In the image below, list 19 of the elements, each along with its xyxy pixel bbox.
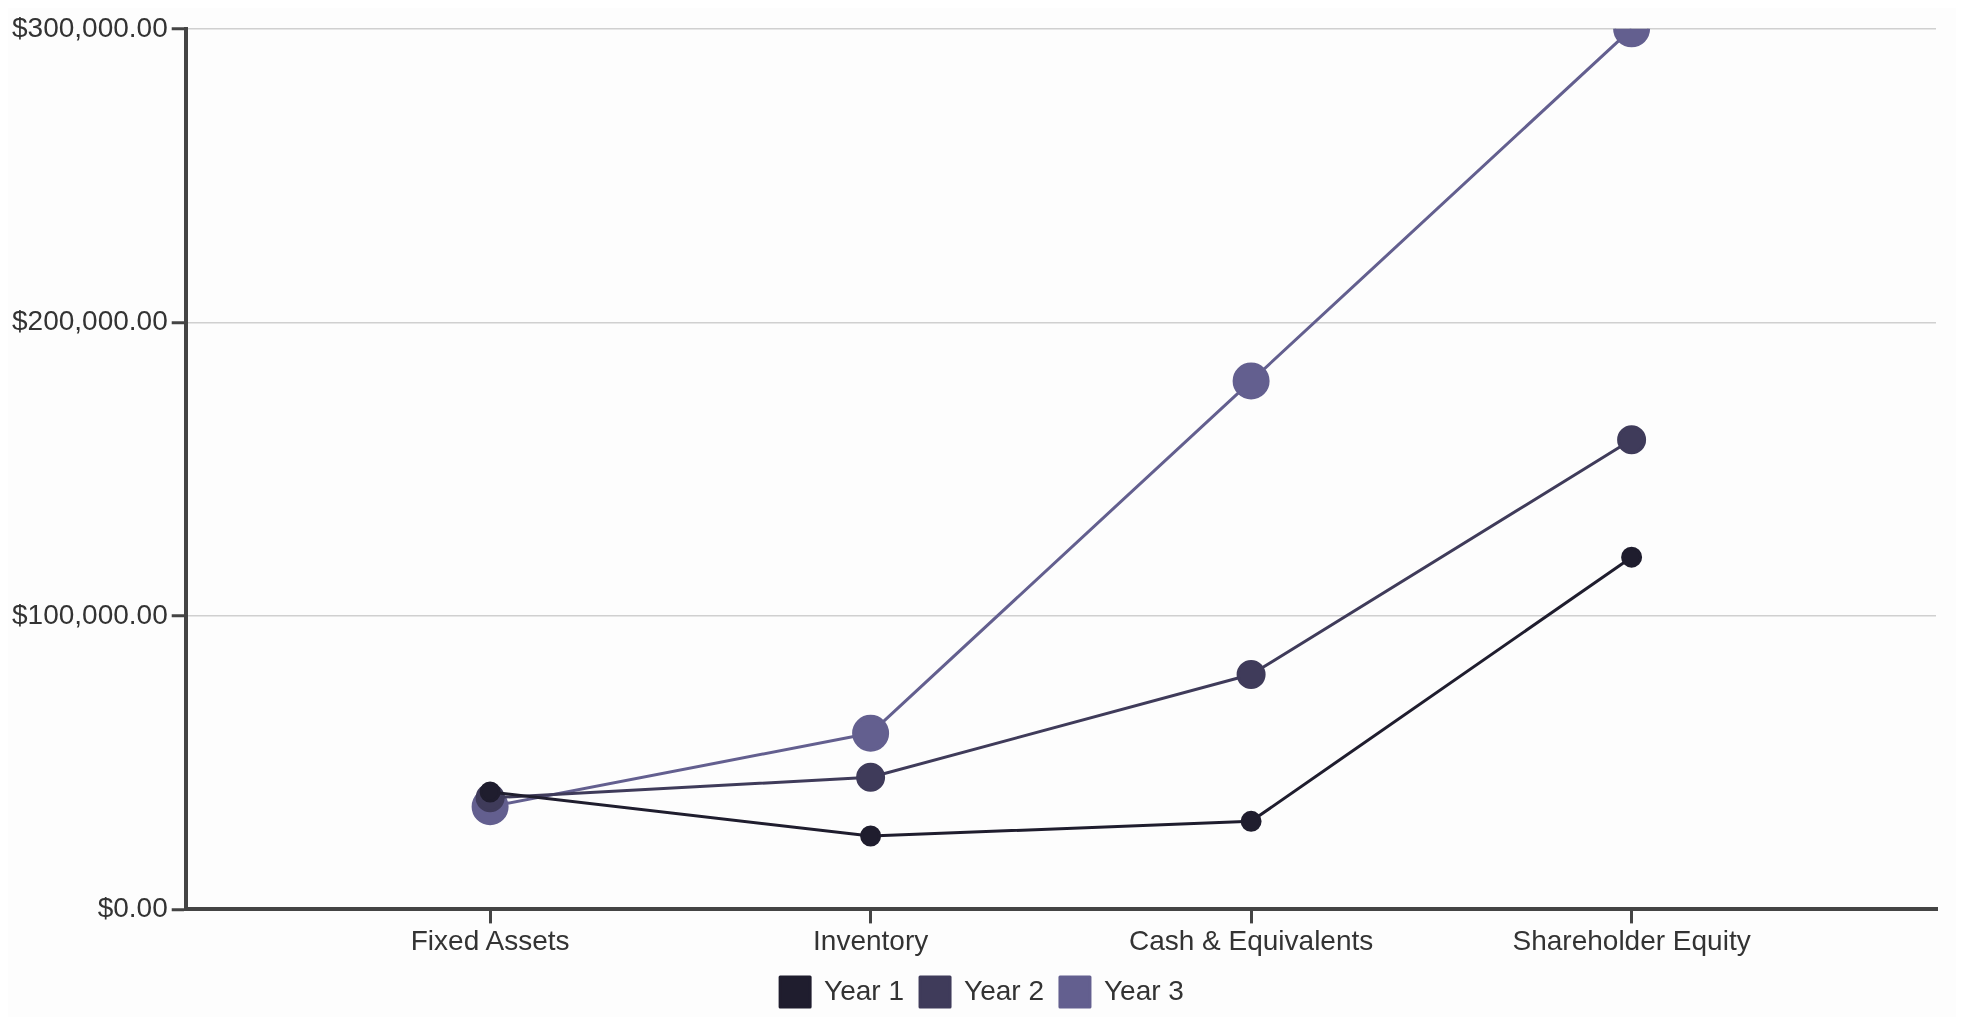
- x-tick-label: Inventory: [813, 924, 929, 956]
- x-tick-label: Fixed Assets: [410, 924, 570, 956]
- y-tick-label: $0.00: [97, 892, 168, 924]
- y-tick-label: $300,000.00: [11, 11, 168, 43]
- point: [856, 762, 886, 792]
- legend-label: Year 3: [1103, 974, 1184, 1006]
- point: [1236, 660, 1266, 690]
- legend-label: Year 1: [824, 974, 905, 1006]
- point: [1621, 546, 1643, 568]
- point: [1240, 810, 1262, 832]
- point: [1617, 425, 1647, 455]
- point: [1232, 362, 1270, 400]
- y-tick-label: $200,000.00: [11, 305, 168, 337]
- point: [852, 714, 890, 752]
- point: [860, 825, 882, 847]
- legend-label: Year 2: [964, 974, 1044, 1006]
- x-tick-label: Shareholder Equity: [1512, 924, 1751, 956]
- y-tick-label: $100,000.00: [11, 598, 168, 630]
- x-tick-label: Cash & Equivalents: [1128, 924, 1374, 956]
